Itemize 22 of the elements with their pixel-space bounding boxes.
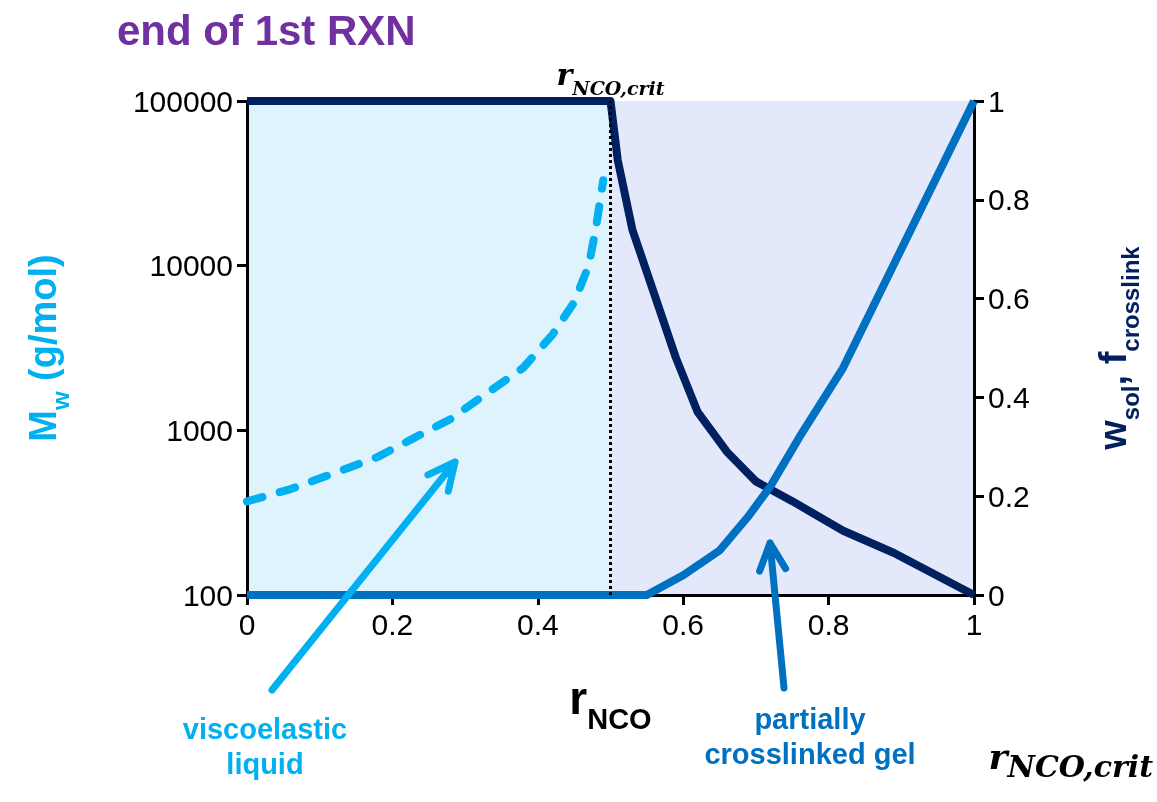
y2-tick-label: 0 bbox=[988, 578, 1005, 612]
x-tick-label: 0.4 bbox=[516, 607, 559, 641]
y2-tick-label: 1 bbox=[988, 84, 1005, 118]
y-tick-label: 10000 bbox=[149, 249, 233, 283]
x-tick-label: 0.6 bbox=[662, 607, 705, 641]
chart-title: end of 1st RXN bbox=[117, 6, 416, 54]
y2-axis-title: wsol, fcrosslink bbox=[1092, 245, 1144, 451]
text: viscoelastic liquid bbox=[181, 712, 349, 782]
y-tick-label: 100 bbox=[182, 578, 233, 612]
y-tick-label: 100000 bbox=[132, 84, 233, 118]
y2-tick-label: 0.6 bbox=[988, 282, 1030, 316]
y-tick-label: 1000 bbox=[166, 413, 233, 447]
y2-tick-label: 0.2 bbox=[988, 479, 1030, 513]
x-tick-label: 0.8 bbox=[807, 607, 850, 641]
text: r$_{NCO,crit}$ bbox=[988, 735, 1153, 786]
y-axis-title: Mw (g/mol) bbox=[22, 254, 74, 442]
x-tick-label: 0.2 bbox=[371, 607, 414, 641]
y2-tick-label: 0.8 bbox=[988, 183, 1030, 217]
x-tick-label: 1 bbox=[965, 607, 983, 641]
y2-tick-label: 0.4 bbox=[988, 380, 1030, 414]
x-tick-label: 0 bbox=[238, 607, 256, 641]
text: partially crosslinked gel bbox=[703, 702, 917, 772]
